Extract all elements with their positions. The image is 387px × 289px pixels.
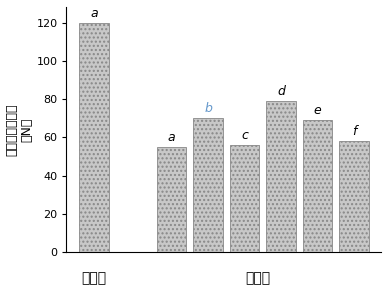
Text: b: b xyxy=(204,102,212,115)
Bar xyxy=(157,147,186,252)
Bar xyxy=(79,23,109,252)
Text: 第六天: 第六天 xyxy=(246,271,271,285)
Text: d: d xyxy=(277,85,285,98)
Bar xyxy=(339,141,369,252)
Bar xyxy=(229,145,259,252)
Bar xyxy=(303,120,332,252)
Text: a: a xyxy=(168,131,175,144)
Text: c: c xyxy=(241,129,248,142)
Text: 第一天: 第一天 xyxy=(81,271,106,285)
Text: e: e xyxy=(314,104,322,117)
Text: a: a xyxy=(90,7,98,20)
Bar xyxy=(266,101,296,252)
Y-axis label: 圣女果果肉硬度
（N）: 圣女果果肉硬度 （N） xyxy=(5,103,34,156)
Bar xyxy=(193,118,223,252)
Text: f: f xyxy=(352,125,356,138)
